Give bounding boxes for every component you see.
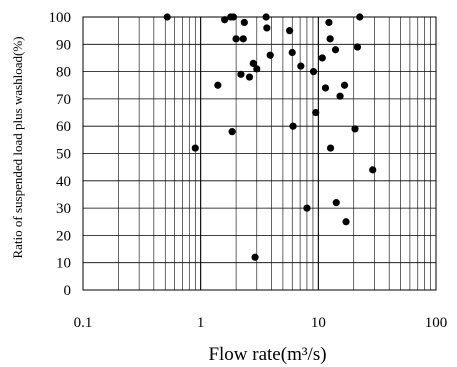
data-point [326,35,334,43]
data-point [232,35,240,43]
data-point [228,128,236,136]
data-point [297,62,305,70]
data-point [237,70,245,78]
data-point [214,81,222,89]
y-tick-label: 90 [56,37,71,53]
x-tick-label: 0.1 [74,315,93,331]
y-axis-ticks: 0 10 20 30 40 50 60 70 80 90 100 [49,10,72,299]
data-point [356,13,364,21]
data-point [331,46,340,54]
data-point [239,35,247,43]
y-tick-label: 100 [49,10,72,26]
data-point [332,199,340,207]
data-point [318,54,326,62]
data-point [342,218,350,226]
x-tick-label: 100 [425,315,448,331]
data-point [303,204,311,212]
data-point [309,68,318,76]
data-point [336,92,344,100]
data-point [163,13,171,21]
data-point [221,16,229,24]
y-tick-label: 10 [56,256,71,272]
data-point [266,51,274,59]
data-point [353,43,362,51]
data-point [325,18,333,27]
y-tick-label: 50 [56,147,71,163]
data-point [340,81,349,89]
x-tick-label: 1 [197,315,205,331]
data-point [262,13,270,21]
y-tick-label: 70 [56,92,71,108]
data-point [369,166,377,174]
data-point [351,125,359,133]
data-point [249,59,257,68]
data-point [245,73,254,81]
y-axis-title: Ratio of suspended load plus washload(%) [10,36,25,258]
data-point [286,27,294,35]
data-point [253,65,261,73]
grid-lines [82,16,437,291]
data-point [321,84,330,92]
data-point [263,24,271,32]
x-tick-label: 10 [311,315,326,331]
plot-frame [82,16,437,291]
data-point [229,13,238,21]
data-point [312,108,320,117]
y-tick-label: 20 [56,228,71,244]
data-point [326,144,335,152]
y-tick-label: 80 [56,65,71,81]
data-point [240,18,248,27]
data-point [289,122,297,130]
data-point [288,48,296,57]
y-tick-label: 40 [56,174,71,190]
y-tick-label: 30 [56,201,71,217]
data-points [163,13,377,261]
x-axis-ticks: 0.1 1 10 100 [74,315,448,331]
x-axis-title: Flow rate(m³/s) [208,344,326,365]
data-point [251,253,259,261]
y-tick-label: 0 [64,283,72,299]
y-tick-label: 60 [56,119,71,135]
data-point [191,144,199,152]
